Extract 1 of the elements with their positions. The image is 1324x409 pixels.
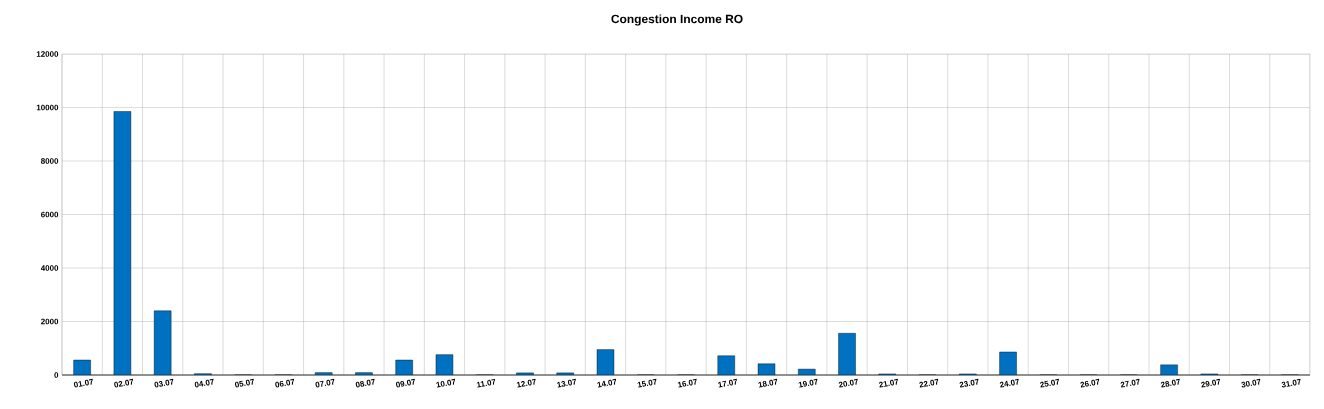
chart-title: Congestion Income RO: [611, 14, 743, 26]
